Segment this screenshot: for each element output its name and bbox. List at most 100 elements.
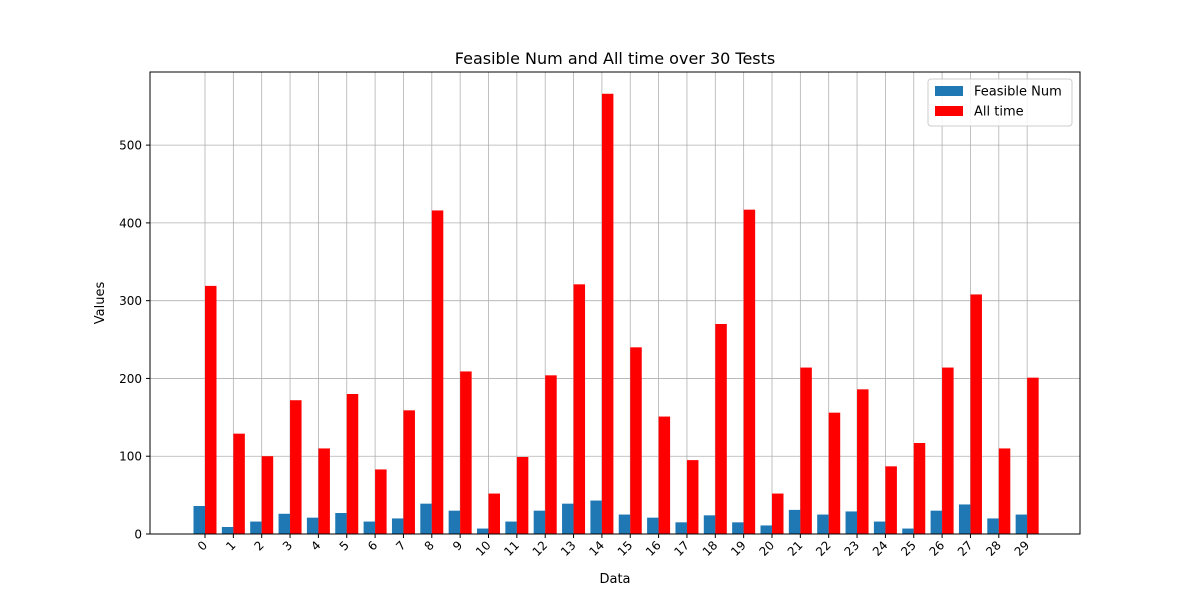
bar-feasible-num bbox=[477, 528, 489, 534]
x-tick-label: 3 bbox=[280, 538, 295, 553]
bar-all-time bbox=[800, 367, 812, 534]
bar-all-time bbox=[715, 324, 727, 534]
bar-all-time bbox=[743, 209, 756, 534]
bar-feasible-num bbox=[760, 525, 772, 534]
y-tick-label: 400 bbox=[119, 216, 142, 230]
bar-feasible-num bbox=[250, 521, 262, 534]
bar-feasible-num bbox=[930, 510, 943, 534]
bar-all-time bbox=[488, 493, 500, 534]
x-tick-label: 29 bbox=[1012, 538, 1033, 559]
bar-all-time bbox=[516, 457, 529, 534]
bar-feasible-num bbox=[533, 510, 546, 534]
bar-feasible-num bbox=[448, 510, 461, 534]
plot-area-frame bbox=[149, 71, 1081, 535]
bar-all-time bbox=[573, 284, 586, 534]
bar-all-time bbox=[658, 416, 671, 534]
x-tick-label: 8 bbox=[422, 538, 437, 553]
y-axis-label: Values bbox=[93, 282, 108, 325]
bar-all-time bbox=[346, 394, 359, 534]
bar-all-time bbox=[318, 448, 330, 534]
y-tick-label: 100 bbox=[119, 450, 142, 464]
x-tick-label: 16 bbox=[643, 538, 664, 559]
bar-all-time bbox=[261, 456, 274, 534]
x-tick-label: 24 bbox=[870, 538, 891, 559]
x-tick-label: 14 bbox=[586, 538, 607, 559]
x-tick-label: 6 bbox=[365, 538, 380, 553]
legend-label: Feasible Num bbox=[974, 85, 1062, 100]
bar-feasible-num bbox=[788, 509, 801, 534]
bar-all-time bbox=[545, 375, 557, 534]
x-tick-label: 7 bbox=[393, 538, 408, 553]
x-tick-label: 17 bbox=[671, 538, 692, 559]
y-tick-label: 300 bbox=[119, 294, 142, 308]
bar-all-time bbox=[205, 285, 217, 534]
bar-all-time bbox=[375, 469, 387, 534]
bar-feasible-num bbox=[420, 503, 432, 534]
bar-feasible-num bbox=[590, 500, 602, 534]
legend-box bbox=[927, 78, 1073, 127]
bar-all-time bbox=[942, 367, 954, 534]
bar-feasible-num bbox=[675, 522, 687, 534]
x-tick-label: 22 bbox=[813, 538, 834, 559]
x-tick-label: 27 bbox=[955, 538, 976, 559]
x-tick-label: 25 bbox=[898, 538, 919, 559]
bar-feasible-num bbox=[335, 513, 347, 534]
x-tick-label: 0 bbox=[195, 538, 210, 553]
x-tick-label: 5 bbox=[337, 538, 352, 553]
y-tick-label: 500 bbox=[119, 139, 142, 153]
bar-feasible-num bbox=[221, 527, 234, 534]
bar-feasible-num bbox=[703, 515, 716, 534]
x-tick-label: 9 bbox=[450, 538, 465, 553]
bar-feasible-num bbox=[391, 518, 404, 534]
bar-feasible-num bbox=[817, 514, 829, 534]
bar-all-time bbox=[290, 400, 302, 534]
bars bbox=[193, 93, 1039, 535]
x-tick-label: 11 bbox=[501, 538, 522, 559]
bar-all-time bbox=[630, 347, 642, 534]
bar-feasible-num bbox=[873, 521, 886, 534]
legend-label: All time bbox=[974, 105, 1024, 120]
x-tick-label: 21 bbox=[785, 538, 806, 559]
bar-all-time bbox=[970, 294, 982, 534]
y-tick-label: 200 bbox=[119, 372, 142, 386]
bar-all-time bbox=[403, 410, 415, 534]
bar-all-time bbox=[828, 412, 841, 534]
bar-all-time bbox=[772, 493, 784, 534]
bar-feasible-num bbox=[647, 517, 659, 534]
bar-feasible-num bbox=[306, 517, 319, 534]
bar-all-time bbox=[601, 93, 614, 535]
legend-swatch bbox=[935, 106, 963, 116]
x-tick-label: 1 bbox=[223, 538, 238, 553]
y-tick-label: 0 bbox=[134, 528, 142, 542]
x-tick-label: 23 bbox=[841, 538, 862, 559]
bar-feasible-num bbox=[845, 511, 858, 534]
bar-feasible-num bbox=[987, 518, 999, 534]
bar-all-time bbox=[431, 210, 444, 534]
legend: Feasible Num All time bbox=[927, 78, 1073, 127]
x-tick-label: 15 bbox=[615, 538, 636, 559]
bar-feasible-num bbox=[618, 514, 631, 534]
bar-feasible-num bbox=[1015, 514, 1028, 534]
bar-all-time bbox=[885, 466, 897, 534]
x-tick-label: 2 bbox=[252, 538, 267, 553]
x-axis-label: Data bbox=[599, 572, 630, 587]
bar-all-time bbox=[1027, 377, 1039, 534]
bar-all-time bbox=[233, 433, 245, 534]
bar-feasible-num bbox=[278, 513, 291, 534]
bar-feasible-num bbox=[732, 522, 744, 534]
legend-swatch bbox=[935, 86, 963, 96]
x-tick-label: 4 bbox=[308, 538, 323, 553]
x-tick-label: 18 bbox=[700, 538, 721, 559]
bar-feasible-num bbox=[562, 503, 574, 534]
bar-feasible-num bbox=[902, 528, 914, 534]
bar-feasible-num bbox=[363, 521, 376, 534]
x-tick-label: 28 bbox=[983, 538, 1004, 559]
x-tick-label: 12 bbox=[530, 538, 551, 559]
x-tick-label: 20 bbox=[756, 538, 777, 559]
bar-all-time bbox=[460, 371, 472, 534]
bar-feasible-num bbox=[505, 521, 517, 534]
grid-lines bbox=[150, 72, 1080, 535]
chart-title: Feasible Num and All time over 30 Tests bbox=[455, 49, 775, 68]
bar-all-time bbox=[857, 389, 869, 534]
